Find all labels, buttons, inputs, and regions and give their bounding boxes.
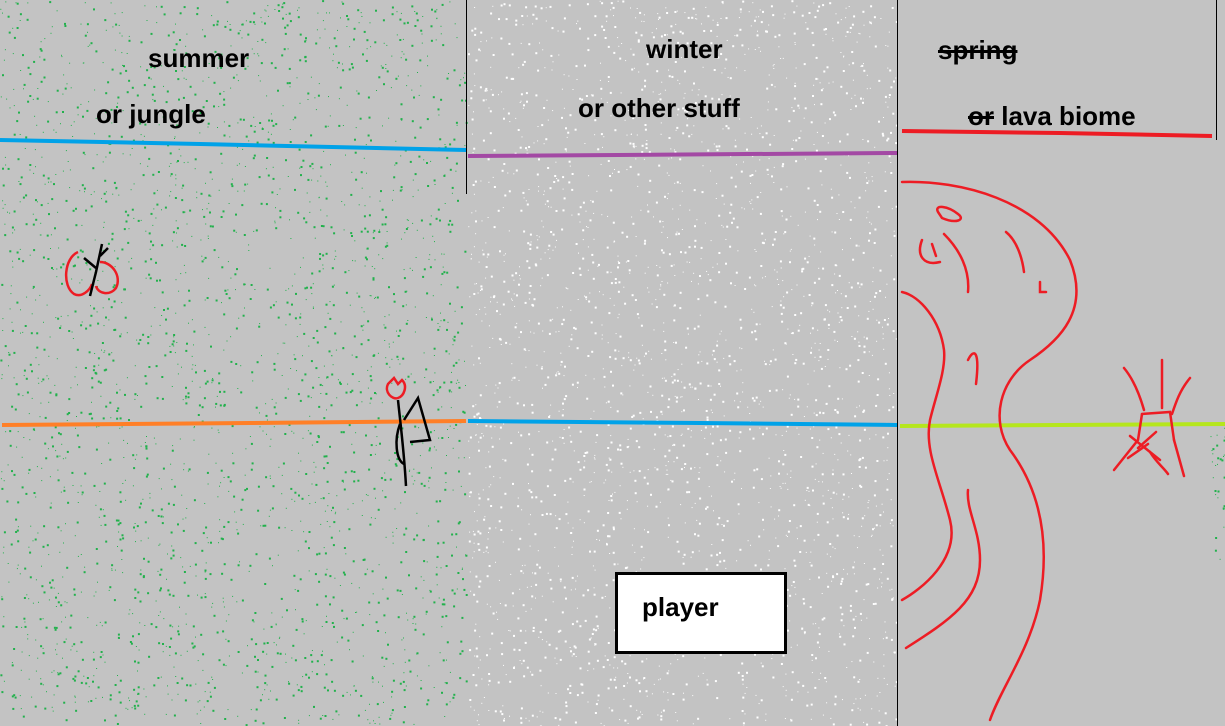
edge-green-speckles <box>1210 427 1225 560</box>
summer-top-boundary-line <box>0 138 467 152</box>
lava-ground-line <box>899 422 1225 428</box>
lava-biome-struck-title: spring <box>938 35 1018 65</box>
right-edge-divider <box>1216 0 1217 140</box>
lava-biome-subtitle-row: or lava biome <box>968 103 1136 129</box>
player-box[interactable]: player <box>615 572 787 654</box>
lava-river-doodle <box>900 180 1078 722</box>
lava-biome-struck-or: or <box>968 101 994 131</box>
lava-top-boundary-line <box>901 129 1213 138</box>
winter-ground-line <box>467 419 898 427</box>
flower-doodle <box>385 376 432 487</box>
summer-biome-subtitle: or jungle <box>96 99 206 129</box>
summer-ground-line <box>1 419 467 427</box>
player-label: player <box>642 592 719 622</box>
bush-doodle <box>65 243 119 297</box>
winter-top-boundary-line <box>467 151 898 158</box>
summer-green-speckles <box>0 0 468 726</box>
summer-biome-title: summer <box>148 43 250 73</box>
winter-biome-title: winter <box>646 34 723 64</box>
lava-vent-doodle <box>1112 358 1192 478</box>
winter-biome-subtitle: or other stuff <box>578 93 740 123</box>
winter-lava-divider <box>897 0 898 726</box>
lava-biome-subtitle: lava biome <box>1001 101 1136 131</box>
summer-winter-divider <box>466 0 467 194</box>
